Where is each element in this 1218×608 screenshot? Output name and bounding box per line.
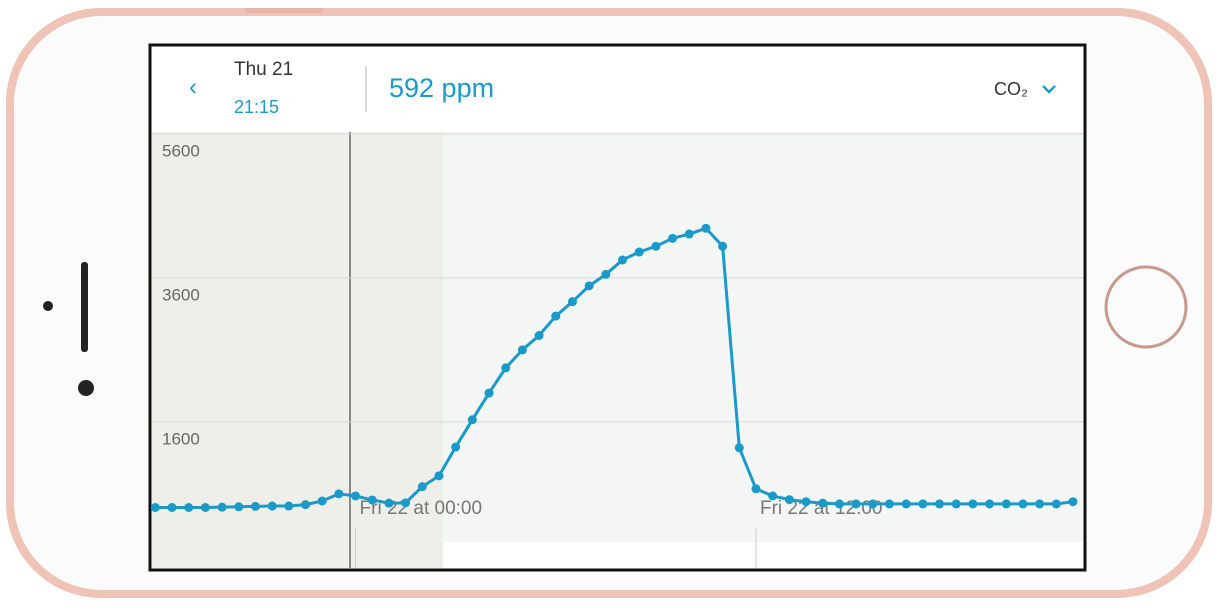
data-point	[318, 497, 327, 506]
data-point	[368, 495, 377, 504]
current-reading: 592 ppm	[389, 73, 494, 103]
time-label: 21:15	[234, 97, 279, 117]
data-point	[218, 503, 227, 512]
data-point	[685, 230, 694, 239]
back-button[interactable]: ‹	[189, 73, 197, 100]
data-point	[201, 503, 210, 512]
data-point	[1035, 499, 1044, 508]
data-point	[1068, 497, 1077, 506]
data-point	[751, 484, 760, 493]
sensor	[43, 301, 53, 311]
data-point	[168, 503, 177, 512]
data-point	[985, 499, 994, 508]
data-point	[468, 415, 477, 424]
data-point	[785, 495, 794, 504]
data-point	[852, 499, 861, 508]
data-point	[918, 499, 927, 508]
data-point	[268, 502, 277, 511]
data-point	[401, 498, 410, 507]
date-label: Thu 21	[234, 59, 293, 80]
data-point	[718, 242, 727, 251]
y-tick-label: 1600	[162, 429, 200, 448]
data-point	[334, 489, 343, 498]
data-point	[501, 363, 510, 372]
data-point	[835, 499, 844, 508]
data-point	[601, 270, 610, 279]
time-axis	[443, 542, 1083, 568]
phone-screenshot: ‹ Thu 21 21:15 592 ppm CO₂ 160036005600F…	[0, 0, 1218, 603]
data-point	[434, 471, 443, 480]
data-point	[1002, 499, 1011, 508]
data-point	[384, 499, 393, 508]
data-point	[184, 503, 193, 512]
data-point	[1052, 499, 1061, 508]
data-point	[802, 497, 811, 506]
data-point	[651, 242, 660, 251]
data-point	[735, 443, 744, 452]
data-point	[902, 499, 911, 508]
data-point	[818, 499, 827, 508]
data-point	[568, 297, 577, 306]
data-point	[868, 499, 877, 508]
data-point	[535, 331, 544, 340]
data-point	[968, 499, 977, 508]
data-point	[418, 482, 427, 491]
data-point	[301, 500, 310, 509]
data-point	[351, 491, 360, 500]
data-point	[585, 281, 594, 290]
data-point	[234, 502, 243, 511]
y-tick-label: 3600	[162, 285, 200, 304]
data-point	[768, 491, 777, 500]
volume-button	[245, 8, 323, 13]
data-point	[935, 499, 944, 508]
page: ‹ Thu 21 21:15 592 ppm CO₂ 160036005600F…	[0, 0, 1218, 603]
data-point	[451, 443, 460, 452]
data-point	[885, 499, 894, 508]
y-tick-label: 5600	[162, 141, 200, 160]
data-point	[251, 502, 260, 511]
data-point	[551, 312, 560, 321]
data-point	[1018, 499, 1027, 508]
metric-selector[interactable]: CO₂	[994, 79, 1028, 99]
data-point	[618, 255, 627, 264]
speaker	[81, 262, 88, 352]
data-point	[952, 499, 961, 508]
data-point	[635, 248, 644, 257]
data-point	[518, 345, 527, 354]
data-point	[284, 502, 293, 511]
data-point	[701, 224, 710, 233]
camera	[78, 380, 94, 396]
data-point	[485, 389, 494, 398]
data-point	[668, 234, 677, 243]
data-point	[151, 503, 160, 512]
